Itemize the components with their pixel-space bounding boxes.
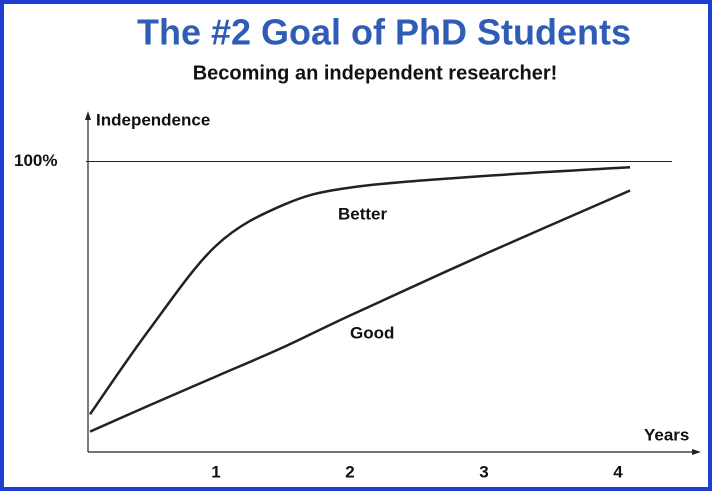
x-tick-label: 2 <box>345 462 354 481</box>
x-axis-label: Years <box>644 425 689 444</box>
x-tick-label: 4 <box>613 462 623 481</box>
chart-title: The #2 Goal of PhD Students <box>137 12 631 53</box>
series-label: Better <box>338 204 388 223</box>
series-line <box>89 166 631 415</box>
series-line <box>89 189 631 433</box>
x-tick-label: 3 <box>479 462 488 481</box>
chart-subtitle: Becoming an independent researcher! <box>193 62 558 84</box>
y-axis-arrow <box>85 111 91 120</box>
series-label: Good <box>350 323 394 342</box>
x-tick-label: 1 <box>211 462 220 481</box>
y-axis-label: Independence <box>96 110 210 129</box>
y-tick-label: 100% <box>14 151 57 170</box>
x-axis-arrow <box>692 449 701 455</box>
